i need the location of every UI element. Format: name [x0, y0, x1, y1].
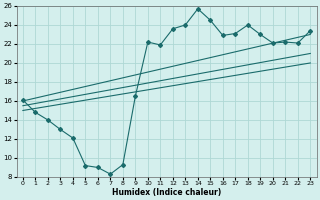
X-axis label: Humidex (Indice chaleur): Humidex (Indice chaleur) — [112, 188, 221, 197]
